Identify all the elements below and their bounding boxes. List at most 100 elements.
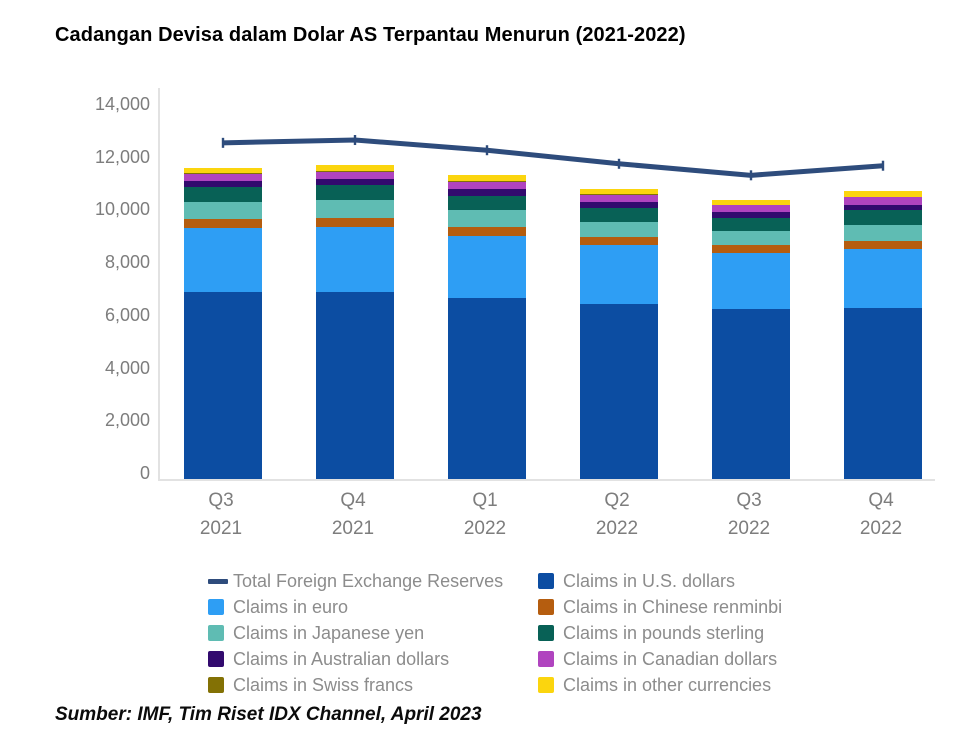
legend-item-label: Claims in other currencies <box>563 674 772 695</box>
y-axis-tick-label: 12,000 <box>94 146 150 167</box>
legend-color-swatch <box>208 651 224 667</box>
stacked-bar-q3-2021 <box>184 167 262 479</box>
bar-segment-gbp <box>184 186 262 202</box>
bar-segment-jpy <box>580 221 658 237</box>
legend-color-swatch <box>208 599 224 615</box>
bar-segment-jpy <box>448 210 526 228</box>
legend-item-cad: Claims in Canadian dollars <box>538 646 848 672</box>
x-axis-label-q1-2022: Q1 2022 <box>425 489 545 541</box>
bar-segment-cny <box>448 227 526 237</box>
legend-item-total: Total Foreign Exchange Reserves <box>208 568 538 594</box>
y-axis-tick-label: 0 <box>139 463 150 483</box>
y-axis-tick-label: 8,000 <box>104 252 150 273</box>
x-axis-label-q4-2022: Q4 2022 <box>821 489 941 541</box>
x-axis-label-q3-2021: Q3 2021 <box>161 489 281 541</box>
bar-segment-eur <box>448 236 526 298</box>
bar-segment-usd <box>448 297 526 479</box>
legend-color-swatch <box>538 651 554 667</box>
bar-segment-gbp <box>712 217 790 231</box>
chart-title: Cadangan Devisa dalam Dolar AS Terpantau… <box>55 24 686 46</box>
x-axis-label-q3-2022: Q3 2022 <box>689 489 809 541</box>
stacked-bar-q1-2022 <box>448 175 526 479</box>
legend-item-eur: Claims in euro <box>208 594 538 620</box>
legend-item-label: Total Foreign Exchange Reserves <box>233 570 504 591</box>
year-label: 2022 <box>727 518 771 539</box>
legend-item-cny: Claims in Chinese renminbi <box>538 594 848 620</box>
bar-segment-cny <box>184 219 262 228</box>
bar-segment-other <box>448 175 526 182</box>
legend-item-label: Claims in pounds sterling <box>563 622 765 643</box>
plot-area <box>158 88 935 481</box>
stacked-bar-q2-2022 <box>580 188 658 479</box>
legend-item-usd: Claims in U.S. dollars <box>538 568 848 594</box>
bar-segment-usd <box>712 309 790 479</box>
bar-segment-chf <box>316 171 394 172</box>
legend-item-jpy: Claims in Japanese yen <box>208 620 538 646</box>
quarter-label: Q3 <box>208 490 234 511</box>
line-path <box>222 137 884 178</box>
bar-segment-gbp <box>316 185 394 201</box>
x-axis-label-q4-2021: Q4 2021 <box>293 489 413 541</box>
line-vertex-marker <box>881 160 885 171</box>
legend-item-aud: Claims in Australian dollars <box>208 646 538 672</box>
stacked-bar-q4-2021 <box>316 165 394 479</box>
quarter-label: Q1 <box>472 490 498 511</box>
bar-segment-usd <box>580 303 658 479</box>
quarter-label: Q2 <box>604 490 630 511</box>
total-reserves-line <box>221 135 885 181</box>
bar-segment-aud <box>844 204 922 211</box>
legend-item-chf: Claims in Swiss francs <box>208 672 538 698</box>
bar-segment-cad <box>448 181 526 190</box>
legend-item-label: Claims in Chinese renminbi <box>563 596 783 617</box>
bar-segment-cad <box>844 197 922 205</box>
year-label: 2021 <box>331 518 375 539</box>
y-axis-tick-label: 6,000 <box>104 304 150 325</box>
y-axis: 0 2,000 4,000 6,000 8,000 10,000 12,000 14,000 <box>0 0 150 756</box>
bar-segment-gbp <box>448 195 526 211</box>
y-axis-tick-label: 4,000 <box>104 357 150 378</box>
legend-item-label: Claims in Swiss francs <box>233 674 414 695</box>
bar-segment-usd <box>184 292 262 479</box>
source-note: Sumber: IMF, Tim Riset IDX Channel, Apri… <box>55 704 482 725</box>
line-vertex-marker <box>221 137 225 148</box>
bar-segment-chf <box>712 204 790 206</box>
bar-segment-cad <box>184 173 262 182</box>
bar-segment-jpy <box>316 200 394 218</box>
bar-segment-other <box>712 199 790 205</box>
bar-segment-cad <box>316 171 394 180</box>
legend-color-swatch <box>208 677 224 693</box>
bar-segment-cny <box>712 245 790 254</box>
quarter-label: Q3 <box>736 490 762 511</box>
bar-segment-other <box>316 165 394 172</box>
quarter-label: Q4 <box>868 490 894 511</box>
legend-color-swatch <box>208 625 224 641</box>
legend-color-swatch <box>538 625 554 641</box>
stacked-bar-q3-2022 <box>712 199 790 479</box>
x-axis-label-q2-2022: Q2 2022 <box>557 489 677 541</box>
bar-segment-jpy <box>712 230 790 246</box>
legend-item-gbp: Claims in pounds sterling <box>538 620 848 646</box>
bar-segment-jpy <box>184 201 262 220</box>
year-label: 2022 <box>595 518 639 539</box>
legend-item-label: Claims in Australian dollars <box>233 648 450 669</box>
bar-segment-aud <box>448 189 526 196</box>
bar-segment-jpy <box>844 224 922 241</box>
year-label: 2022 <box>859 518 903 539</box>
y-axis-tick-label: 10,000 <box>94 199 150 220</box>
bar-segment-usd <box>844 308 922 479</box>
bar-segment-aud <box>712 212 790 218</box>
bar-segment-other <box>184 167 262 174</box>
bar-segment-gbp <box>580 207 658 222</box>
y-axis-tick-label: 2,000 <box>104 410 150 431</box>
legend-item-other: Claims in other currencies <box>538 672 848 698</box>
legend: Total Foreign Exchange Reserves Claims in… <box>208 568 848 698</box>
bar-segment-other <box>580 188 658 194</box>
bar-segment-cny <box>844 240 922 249</box>
bar-segment-chf <box>184 173 262 174</box>
bar-segment-chf <box>844 196 922 198</box>
legend-item-label: Claims in Japanese yen <box>233 622 425 643</box>
bar-segment-eur <box>316 226 394 293</box>
bar-segment-cny <box>580 236 658 246</box>
legend-color-swatch <box>538 573 554 589</box>
bar-segment-chf <box>580 194 658 195</box>
